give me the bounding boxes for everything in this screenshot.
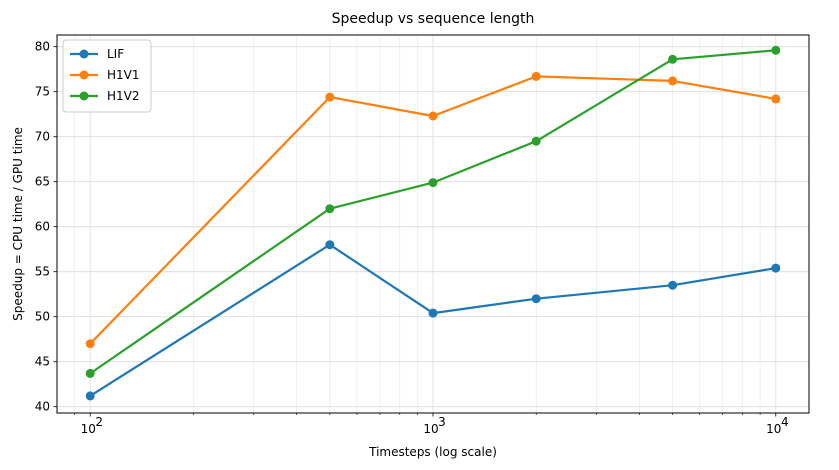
data-point-h1v1 (771, 94, 781, 104)
data-point-h1v2 (85, 368, 95, 378)
grid-lines (57, 35, 809, 413)
legend-marker-h1v1 (79, 70, 89, 80)
series-line-h1v1 (89, 75, 776, 345)
data-point-h1v1 (325, 92, 335, 102)
data-point-h1v2 (668, 54, 678, 64)
y-tick-label: 55 (35, 265, 50, 279)
x-tick-label: 10 3 (423, 415, 445, 436)
y-axis-label: Speedup = CPU time / GPU time (11, 127, 25, 321)
data-point-lif (85, 391, 95, 401)
data-point-lif (771, 263, 781, 273)
data-point-lif (531, 294, 541, 304)
x-tick-label: 10 2 (81, 415, 103, 436)
x-tick-exponent: 4 (781, 415, 789, 429)
data-point-h1v2 (428, 178, 438, 188)
legend-label-lif: LIF (107, 47, 124, 61)
chart-title: Speedup vs sequence length (332, 11, 535, 27)
data-point-h1v1 (85, 339, 95, 349)
y-tick-label: 50 (35, 310, 50, 324)
data-point-h1v1 (668, 76, 678, 86)
y-tick-label: 80 (35, 40, 50, 54)
legend-marker-h1v2 (79, 91, 89, 101)
y-tick-label: 60 (35, 220, 50, 234)
x-tick-base: 10 (81, 422, 96, 436)
data-point-h1v1 (428, 111, 438, 121)
series-line-lif (89, 243, 776, 397)
data-point-h1v2 (531, 136, 541, 146)
x-tick-label: 10 4 (766, 415, 788, 436)
data-point-h1v2 (771, 45, 781, 55)
legend-label-h1v1: H1V1 (107, 68, 140, 82)
y-tick-label: 70 (35, 130, 50, 144)
series-line-h1v2 (89, 49, 776, 375)
legend-label-h1v2: H1V2 (107, 89, 140, 103)
x-tick-exponent: 2 (95, 415, 103, 429)
x-tick-base: 10 (766, 422, 781, 436)
data-point-lif (325, 240, 335, 250)
y-tick-label: 75 (35, 85, 50, 99)
data-point-lif (668, 280, 678, 290)
y-tick-label: 65 (35, 175, 50, 189)
x-tick-base: 10 (423, 422, 438, 436)
data-point-h1v1 (531, 71, 541, 81)
x-axis-label: Timesteps (log scale) (368, 445, 497, 459)
x-tick-exponent: 3 (438, 415, 446, 429)
legend-marker-lif (79, 49, 89, 59)
data-point-lif (428, 308, 438, 318)
legend: LIF H1V1 H1V2 (62, 39, 152, 113)
y-tick-label: 40 (35, 400, 50, 414)
series-lines (85, 45, 781, 401)
y-tick-label: 45 (35, 355, 50, 369)
data-point-h1v2 (325, 204, 335, 214)
